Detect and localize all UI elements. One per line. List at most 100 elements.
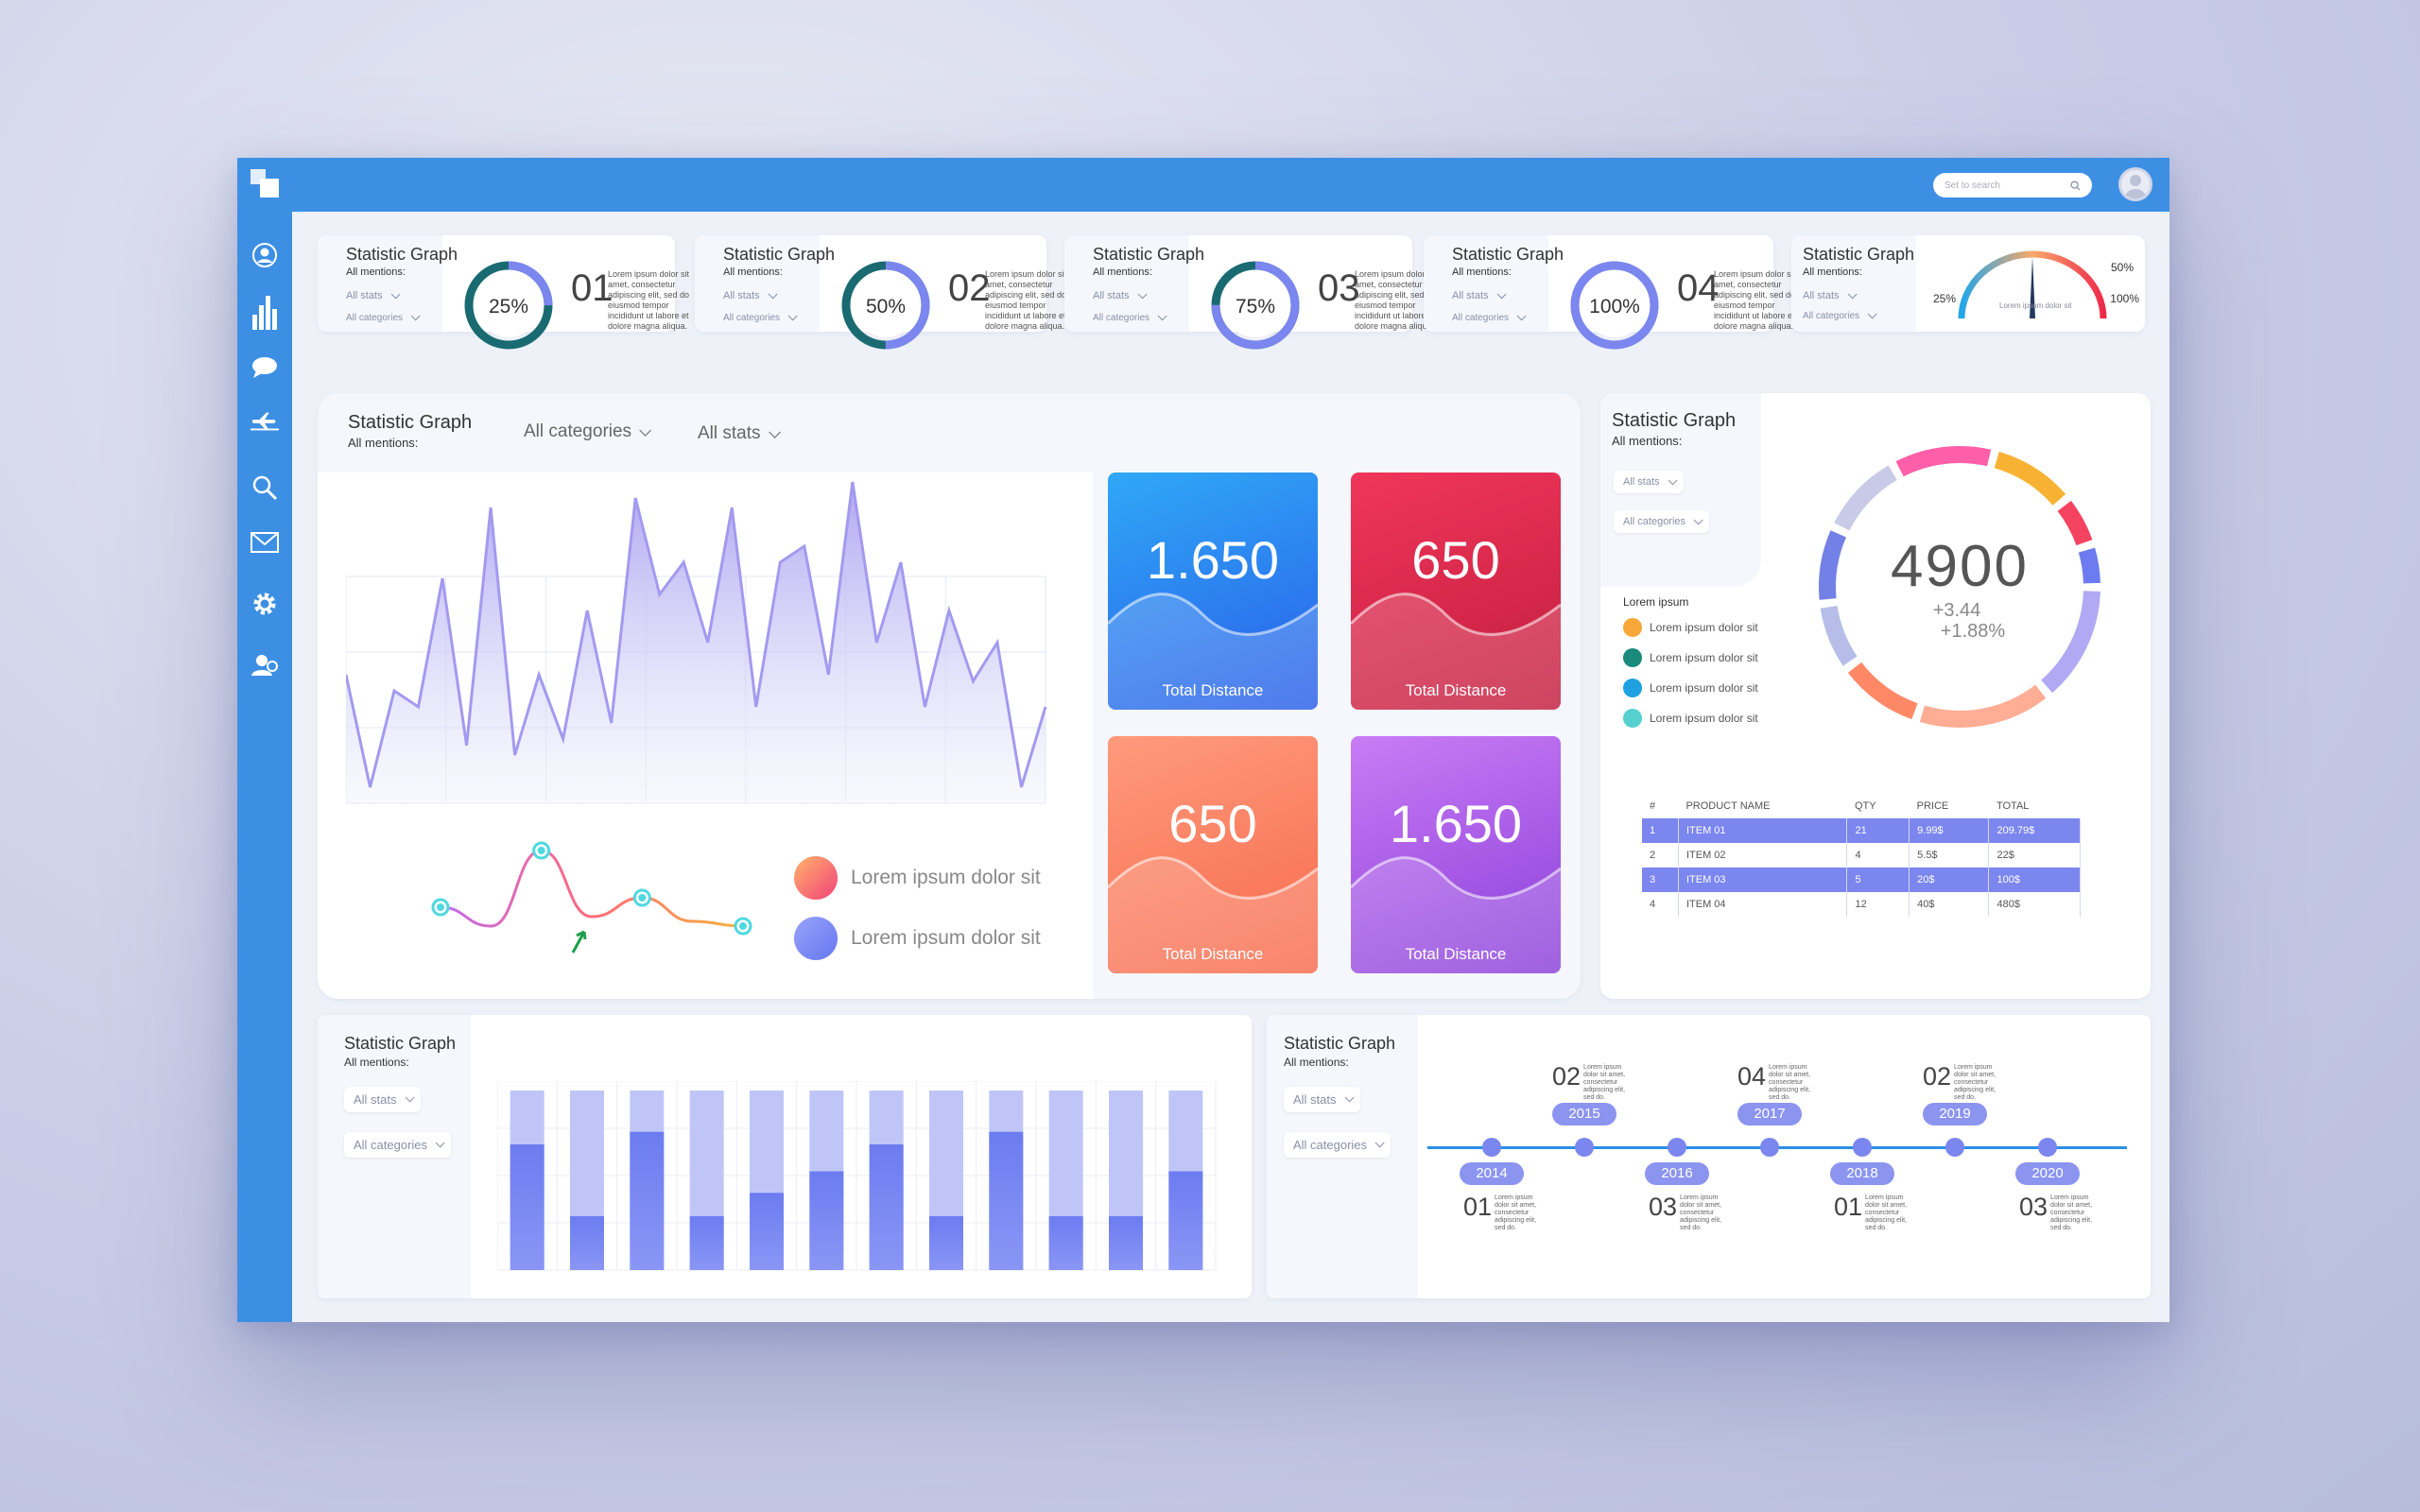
timeline-node[interactable] [1760, 1138, 1779, 1157]
ring-progress [1570, 261, 1659, 350]
avatar[interactable] [2118, 167, 2152, 201]
table-cell: ITEM 01 [1678, 818, 1848, 843]
gear-icon[interactable] [251, 590, 279, 618]
categories-filter[interactable]: All categories [723, 313, 794, 323]
categories-filter[interactable]: All categories [346, 313, 417, 323]
card-title: Statistic Graph [723, 245, 836, 264]
stats-filter[interactable]: All stats [1093, 290, 1144, 301]
bar [750, 1193, 784, 1270]
stats-filter[interactable]: All stats [723, 290, 774, 301]
timeline-node[interactable] [1575, 1138, 1594, 1157]
timeline-node[interactable] [1668, 1138, 1686, 1157]
card-description: Lorem ipsum dolor sit amet, consectetur … [1355, 269, 1437, 331]
card-description: Lorem ipsum dolor sit amet, consectetur … [1714, 269, 1796, 331]
donut-slice [1834, 465, 1897, 531]
stats-filter[interactable]: All stats [1452, 290, 1503, 301]
tile-value: 650 [1168, 794, 1257, 853]
tile-wave [1351, 856, 1561, 973]
table-cell: 2 [1642, 843, 1679, 868]
tile-value: 1.650 [1146, 530, 1280, 590]
timeline-text: Lorem ipsum dolor sit amet, consectetur … [1583, 1064, 1626, 1101]
stats-filter[interactable]: All stats [1803, 290, 1854, 301]
timeline-bottom-item: 03 Lorem ipsum dolor sit amet, consectetu… [2019, 1194, 2094, 1232]
year-badge[interactable]: 2018 [1830, 1162, 1894, 1185]
categories-filter[interactable]: All categories [1614, 510, 1710, 533]
card-description: Lorem ipsum dolor sit amet, consectetur … [985, 269, 1067, 331]
tile-label: Total Distance [1162, 945, 1264, 963]
categories-filter[interactable]: All categories [1284, 1132, 1392, 1158]
user-icon[interactable] [251, 241, 279, 269]
bar-chart [497, 1081, 1217, 1271]
panel-title: Statistic Graph [1284, 1034, 1396, 1053]
year-badge[interactable]: 2015 [1552, 1103, 1616, 1125]
timeline: 02 Lorem ipsum dolor sit amet, consectetu… [1267, 1015, 2151, 1298]
progress-ring [838, 258, 933, 352]
ring-inner [1223, 273, 1288, 337]
search-icon[interactable] [251, 473, 279, 502]
stats-filter[interactable]: All stats [346, 290, 397, 301]
stats-filter[interactable]: All stats [698, 423, 777, 444]
timeline-node[interactable] [1853, 1138, 1872, 1157]
donut-slice [2057, 500, 2093, 546]
categories-filter[interactable]: All categories [344, 1132, 452, 1158]
stats-filter[interactable]: All stats [1284, 1087, 1360, 1112]
bar-chart-icon[interactable] [251, 290, 279, 332]
table-row[interactable]: 2 ITEM 02 4 5.5$ 22$ [1642, 843, 2081, 868]
table-cell: 12 [1846, 892, 1910, 917]
donut-slice [2078, 547, 2100, 584]
users-icon[interactable] [251, 651, 279, 679]
year-badge[interactable]: 2019 [1923, 1103, 1987, 1125]
metric-tile[interactable]: 650 Total Distance [1351, 472, 1561, 710]
search-placeholder: Set to search [1945, 180, 2000, 191]
table-row[interactable]: 1 ITEM 01 21 9.99$ 209.79$ [1642, 818, 2081, 843]
ring-inner [476, 273, 541, 337]
stat-card: Statistic Graph All mentions: All stats … [318, 235, 689, 350]
year-badge[interactable]: 2017 [1737, 1103, 1802, 1125]
categories-filter[interactable]: All categories [524, 421, 648, 442]
timeline-bottom-item: 01 Lorem ipsum dolor sit amet, consectetu… [1463, 1194, 1538, 1232]
legend-dot [1623, 679, 1642, 697]
year-badge[interactable]: 2014 [1460, 1162, 1524, 1185]
timeline-number: 02 [1552, 1062, 1582, 1091]
plane-icon[interactable] [251, 407, 279, 436]
mail-icon[interactable] [251, 528, 279, 557]
table-cell: 3 [1642, 868, 1679, 892]
card-title: Statistic Graph [346, 245, 458, 264]
categories-filter[interactable]: All categories [1803, 311, 1874, 321]
legend-label: Lorem ipsum dolor sit [1650, 651, 1758, 664]
wave-line-chart [431, 841, 752, 954]
timeline-node[interactable] [1945, 1138, 1964, 1157]
donut-delta: +3.44 [1932, 599, 1981, 621]
legend-dot [794, 917, 838, 960]
table-cell: 21 [1846, 818, 1910, 843]
year-badge[interactable]: 2016 [1645, 1162, 1709, 1185]
stats-filter[interactable]: All stats [344, 1087, 421, 1112]
year-badge[interactable]: 2020 [2015, 1162, 2080, 1185]
metric-tile[interactable]: 1.650 Total Distance [1108, 472, 1318, 710]
timeline-text: Lorem ipsum dolor sit amet, consectetur … [2050, 1194, 2093, 1231]
metric-tile[interactable]: 1.650 Total Distance [1351, 736, 1561, 973]
search-input[interactable]: Set to search [1933, 173, 2092, 198]
tile-wave [1351, 593, 1561, 710]
table-cell: 20$ [1909, 868, 1990, 892]
timeline-node[interactable] [1482, 1138, 1501, 1157]
legend-item: Lorem ipsum dolor sit [794, 856, 1041, 900]
stat-card: Statistic Graph All mentions: All stats … [1064, 235, 1436, 350]
gauge-label-top: 50% [2111, 261, 2135, 274]
categories-filter[interactable]: All categories [1452, 313, 1523, 323]
donut-slice [1895, 446, 1992, 477]
donut-chart [1819, 446, 2100, 728]
app-logo[interactable] [251, 169, 281, 199]
gauge-label-right: 100% [2110, 292, 2139, 305]
metric-tile[interactable]: 650 Total Distance [1108, 736, 1318, 973]
legend-item: Lorem ipsum dolor sit [794, 917, 1041, 960]
stats-filter[interactable]: All stats [1614, 471, 1684, 493]
table-row[interactable]: 3 ITEM 03 5 20$ 100$ [1642, 868, 2081, 892]
timeline-node[interactable] [2038, 1138, 2057, 1157]
table-row[interactable]: 4 ITEM 04 12 40$ 480$ [1642, 892, 2081, 917]
table-cell: 9.99$ [1909, 818, 1990, 843]
categories-filter[interactable]: All categories [1093, 313, 1164, 323]
dashboard-window: Set to search [237, 158, 2169, 1322]
chat-icon[interactable] [251, 353, 279, 382]
donut-slice [1847, 662, 1918, 720]
